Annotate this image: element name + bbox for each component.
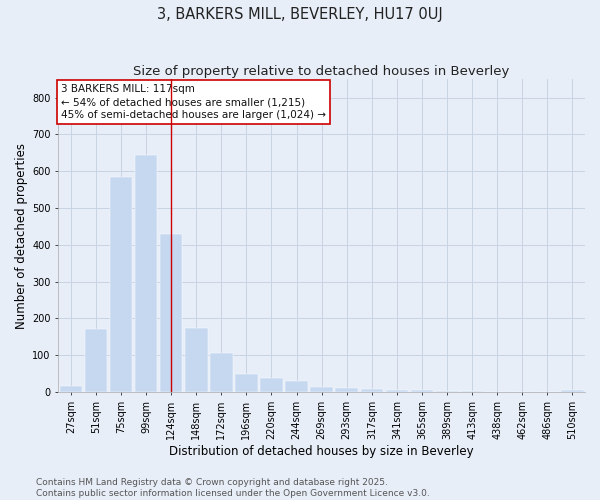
Title: Size of property relative to detached houses in Beverley: Size of property relative to detached ho… <box>133 65 510 78</box>
Bar <box>285 381 308 392</box>
Text: 3, BARKERS MILL, BEVERLEY, HU17 0UJ: 3, BARKERS MILL, BEVERLEY, HU17 0UJ <box>157 8 443 22</box>
Bar <box>85 330 107 392</box>
Bar <box>361 389 383 392</box>
Bar <box>235 374 257 392</box>
Bar <box>160 234 182 392</box>
Bar <box>59 386 82 392</box>
Bar <box>386 390 408 392</box>
Bar <box>561 390 584 392</box>
Bar <box>410 390 433 392</box>
Bar <box>260 378 283 392</box>
Bar <box>210 354 233 392</box>
Y-axis label: Number of detached properties: Number of detached properties <box>15 142 28 328</box>
Bar <box>110 176 132 392</box>
Text: 3 BARKERS MILL: 117sqm
← 54% of detached houses are smaller (1,215)
45% of semi-: 3 BARKERS MILL: 117sqm ← 54% of detached… <box>61 84 326 120</box>
Bar <box>135 154 157 392</box>
Bar <box>436 391 458 392</box>
Bar <box>310 387 333 392</box>
X-axis label: Distribution of detached houses by size in Beverley: Distribution of detached houses by size … <box>169 444 474 458</box>
Bar <box>335 388 358 392</box>
Bar <box>185 328 208 392</box>
Text: Contains HM Land Registry data © Crown copyright and database right 2025.
Contai: Contains HM Land Registry data © Crown c… <box>36 478 430 498</box>
Bar <box>461 391 484 392</box>
